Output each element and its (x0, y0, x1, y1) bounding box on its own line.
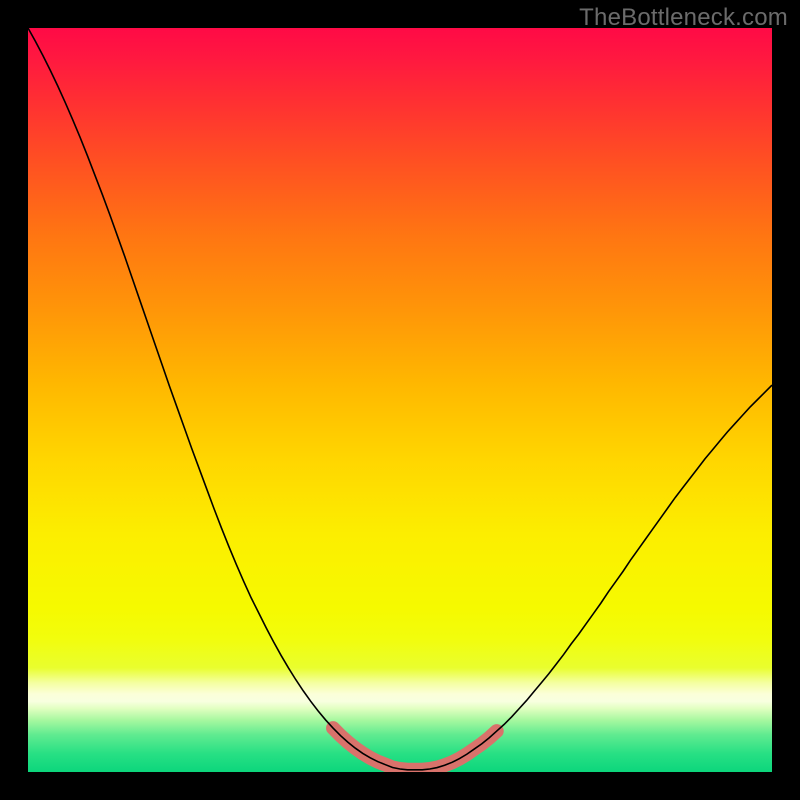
chart-svg (28, 28, 772, 772)
gradient-background (28, 28, 772, 772)
watermark-text: TheBottleneck.com (579, 4, 788, 32)
plot-area (28, 28, 772, 772)
